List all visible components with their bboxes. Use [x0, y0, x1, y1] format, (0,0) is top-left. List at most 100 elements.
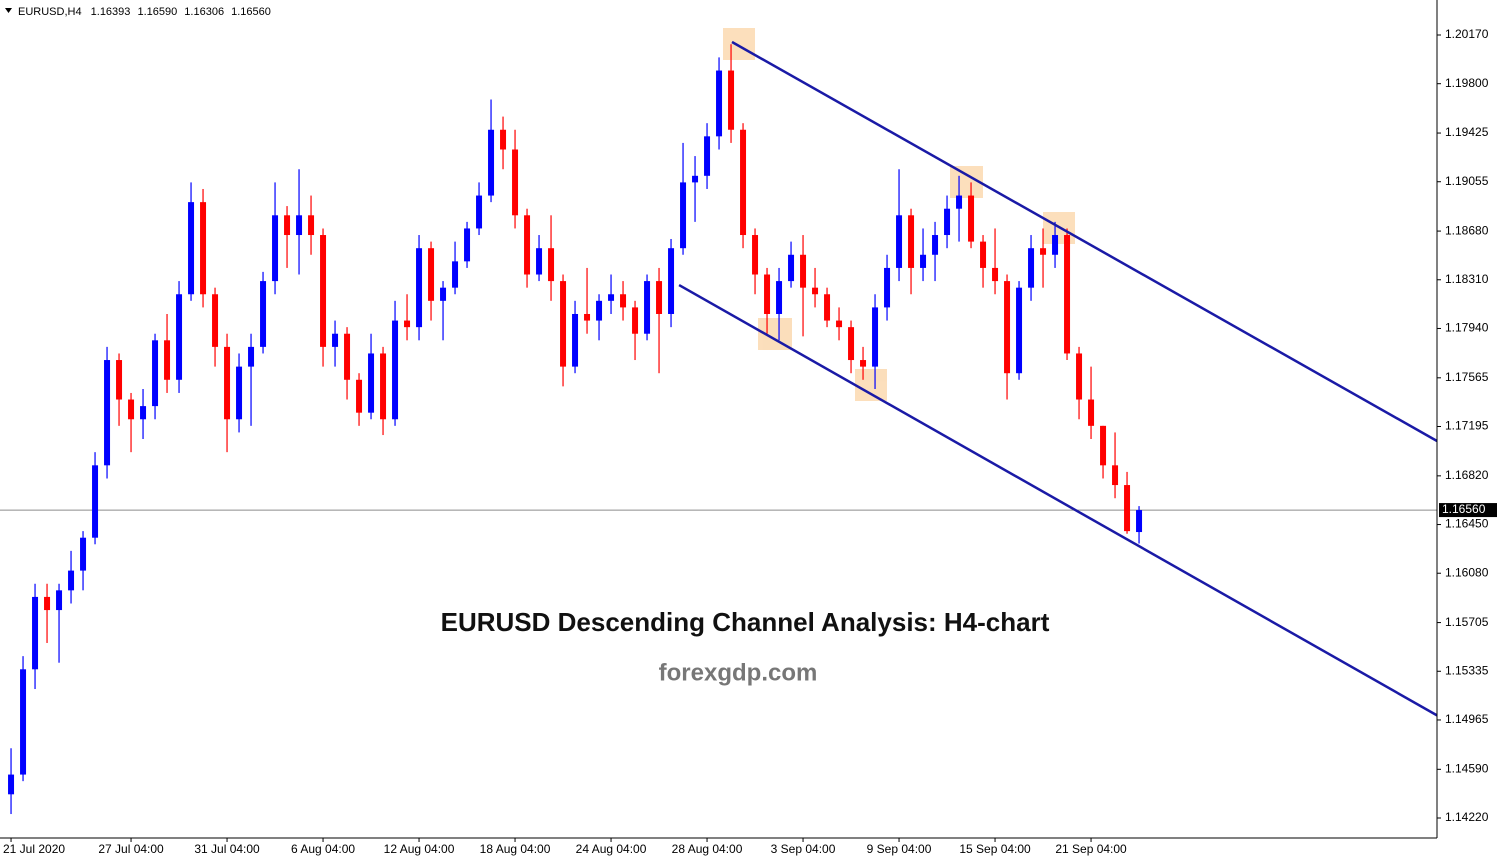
- candle-body: [860, 360, 867, 367]
- y-tick-label: 1.16450: [1445, 517, 1489, 531]
- candle-body: [1136, 510, 1143, 533]
- candle-body: [1100, 425, 1107, 466]
- x-tick-label: 24 Aug 04:00: [576, 842, 647, 856]
- header-value: 1.16590: [137, 6, 177, 18]
- x-tick-label: 21 Jul 2020: [3, 842, 65, 856]
- candle-body: [992, 267, 999, 282]
- candle-body: [1028, 248, 1035, 288]
- y-tick-label: 1.14965: [1445, 712, 1489, 726]
- candle-body: [656, 281, 663, 314]
- candle-body: [56, 590, 63, 611]
- header-arrow: [5, 8, 12, 13]
- candle-body: [692, 175, 699, 183]
- candle-body: [368, 353, 375, 413]
- y-tick-label: 1.20170: [1445, 27, 1489, 41]
- candle-body: [620, 294, 627, 308]
- candle-body: [1004, 281, 1011, 374]
- x-tick-label: 21 Sep 04:00: [1055, 842, 1127, 856]
- current-price-label: 1.16560: [1442, 502, 1486, 516]
- candle-body: [680, 182, 687, 249]
- x-tick-label: 12 Aug 04:00: [384, 842, 455, 856]
- y-tick-label: 1.16080: [1445, 565, 1489, 579]
- candle-body: [824, 294, 831, 321]
- x-tick-label: 31 Jul 04:00: [194, 842, 260, 856]
- candle-body: [176, 294, 183, 380]
- highlight: [855, 369, 887, 401]
- candle-body: [932, 235, 939, 255]
- x-tick-label: 27 Jul 04:00: [98, 842, 164, 856]
- candle-body: [836, 320, 843, 328]
- y-tick-label: 1.17195: [1445, 419, 1489, 433]
- y-tick-label: 1.14590: [1445, 761, 1489, 775]
- candle-body: [464, 228, 471, 262]
- candle-body: [548, 248, 555, 282]
- candle-body: [1016, 287, 1023, 374]
- candle-body: [272, 215, 279, 282]
- candle-body: [752, 235, 759, 275]
- y-tick-label: 1.19425: [1445, 125, 1489, 139]
- candle-body: [764, 274, 771, 314]
- candle-body: [776, 281, 783, 314]
- candle-body: [212, 294, 219, 347]
- candle-body: [1076, 353, 1083, 400]
- candle-body: [104, 360, 111, 466]
- candle-body: [728, 70, 735, 130]
- candle-body: [980, 241, 987, 268]
- annotation-site: forexgdp.com: [659, 659, 818, 686]
- candle-body: [956, 195, 963, 209]
- candle-body: [92, 465, 99, 538]
- header-value: 1.16306: [184, 6, 224, 18]
- candle-body: [8, 774, 15, 795]
- candle-body: [584, 313, 591, 321]
- candle-body: [872, 307, 879, 367]
- x-tick-label: 6 Aug 04:00: [291, 842, 355, 856]
- candle-body: [704, 136, 711, 176]
- y-tick-label: 1.16820: [1445, 468, 1489, 482]
- candle-body: [152, 340, 159, 407]
- candle-body: [632, 307, 639, 334]
- candle-body: [320, 235, 327, 347]
- candle-body: [476, 195, 483, 229]
- candle-body: [80, 537, 87, 571]
- current-price-box: [1439, 503, 1497, 518]
- candle-body: [296, 215, 303, 236]
- candle-body: [668, 248, 675, 314]
- candle-body: [416, 248, 423, 328]
- candle-body: [200, 202, 207, 295]
- y-tick-label: 1.18310: [1445, 272, 1489, 286]
- symbol: EURUSD,H4: [18, 6, 82, 18]
- candle-body: [1124, 485, 1131, 532]
- candle-body: [488, 129, 495, 196]
- candle-body: [116, 360, 123, 400]
- candle-body: [596, 300, 603, 321]
- candle-body: [572, 313, 579, 367]
- y-tick-label: 1.14220: [1445, 810, 1489, 824]
- y-tick-label: 1.15705: [1445, 615, 1489, 629]
- candle-body: [1052, 235, 1059, 255]
- x-tick-label: 18 Aug 04:00: [480, 842, 551, 856]
- candle-body: [800, 254, 807, 288]
- y-tick-label: 1.17940: [1445, 321, 1489, 335]
- candle-body: [164, 340, 171, 380]
- x-tick-label: 15 Sep 04:00: [959, 842, 1031, 856]
- candle-body: [32, 596, 39, 670]
- candle-body: [68, 570, 75, 591]
- candle-body: [1040, 248, 1047, 255]
- candle-body: [428, 248, 435, 301]
- candle-body: [248, 346, 255, 367]
- y-tick-label: 1.17565: [1445, 370, 1489, 384]
- channel-line: [678, 283, 1438, 717]
- candle-body: [236, 366, 243, 420]
- channel-line: [731, 40, 1438, 443]
- candle-body: [920, 254, 927, 268]
- candle-body: [524, 215, 531, 275]
- candle-body: [332, 333, 339, 347]
- candle-body: [968, 195, 975, 242]
- candle-body: [560, 281, 567, 367]
- candle-body: [1064, 235, 1071, 354]
- candle-body: [20, 669, 27, 775]
- highlight: [723, 28, 755, 60]
- candle-body: [896, 215, 903, 268]
